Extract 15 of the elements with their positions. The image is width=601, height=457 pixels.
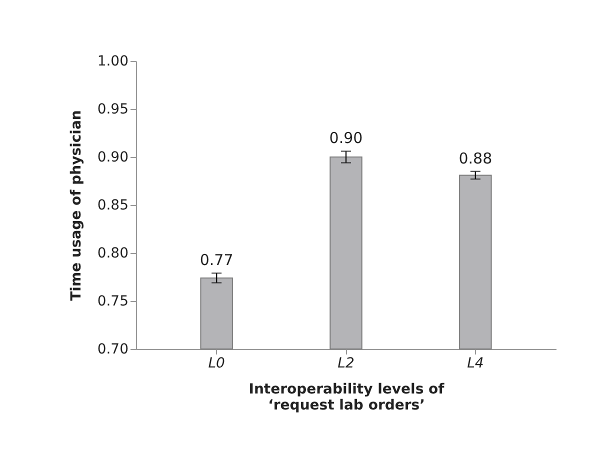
y-tick-label: 0.85	[97, 198, 128, 214]
data-label: 0.88	[458, 149, 492, 168]
x-tick-label: L0	[208, 356, 226, 372]
x-tick-label: L4	[467, 356, 484, 372]
x-axis-title: Interoperability levels of ‘request lab orders’	[248, 382, 446, 414]
y-tick-label: 0.95	[97, 102, 128, 118]
y-tick-label: 1.00	[97, 54, 128, 70]
data-label: 0.77	[200, 251, 234, 270]
x-tick-label: L2	[338, 356, 354, 372]
y-axis-title: Time usage of physician	[68, 110, 84, 301]
y-tick-label: 0.70	[97, 342, 128, 358]
data-label: 0.90	[329, 129, 363, 148]
y-tick-label: 0.80	[97, 246, 128, 262]
y-tick-label: 0.75	[97, 294, 128, 310]
y-tick-label: 0.90	[97, 150, 128, 166]
